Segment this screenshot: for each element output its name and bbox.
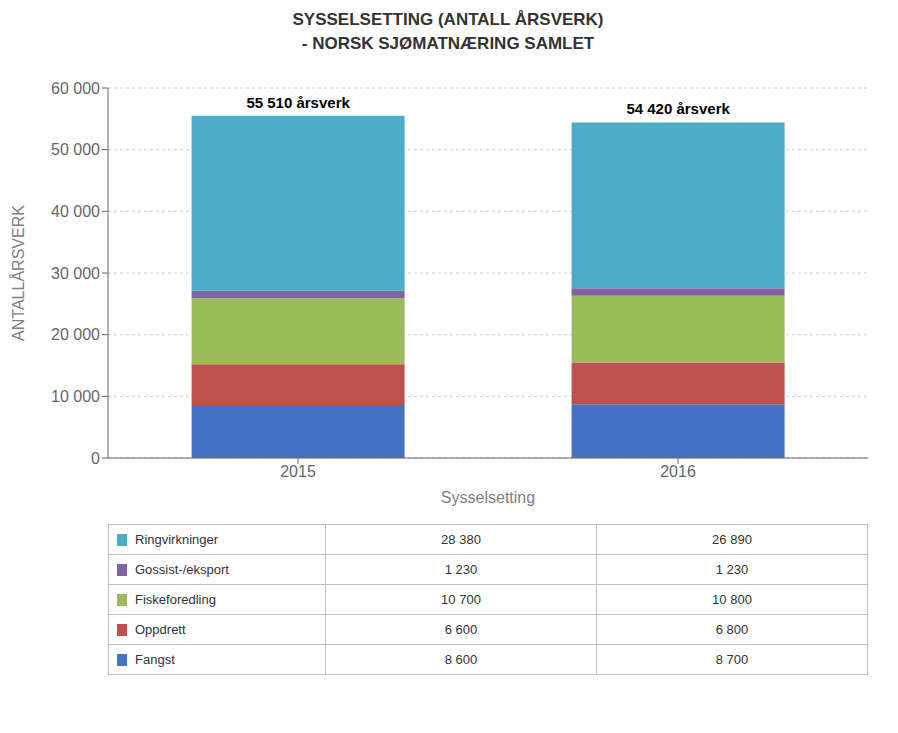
svg-text:10 000: 10 000	[51, 388, 100, 405]
html-text:8 600: 8 600	[444, 652, 478, 667]
svg-text:60 000: 60 000	[51, 80, 100, 97]
html-text:26 890: 26 890	[712, 532, 752, 547]
svg-text:54 420 årsverk: 54 420 årsverk	[626, 100, 730, 117]
html-text:10 800: 10 800	[712, 592, 752, 607]
html-text:Ringvirkninger: Ringvirkninger	[135, 532, 219, 548]
svg-text:40 000: 40 000	[51, 203, 100, 220]
html-text:1 230: 1 230	[444, 562, 478, 577]
svg-text:50 000: 50 000	[51, 141, 100, 158]
svg-text:2015: 2015	[280, 463, 316, 480]
svg-text:ANTALLÅRSVERK: ANTALLÅRSVERK	[9, 205, 27, 341]
html-text:6 600: 6 600	[444, 622, 478, 637]
svg-text:30 000: 30 000	[51, 265, 100, 282]
html-text:8 700: 8 700	[715, 652, 749, 667]
html-text:Oppdrett: Oppdrett	[135, 622, 186, 638]
html-text:10 700: 10 700	[441, 592, 481, 607]
html-text:28 380: 28 380	[441, 532, 481, 547]
svg-text:Sysselsetting: Sysselsetting	[441, 489, 535, 506]
html-text:Fiskeforedling: Fiskeforedling	[135, 592, 216, 608]
html-text:1 230: 1 230	[715, 562, 749, 577]
html-text:Gossist-/eksport: Gossist-/eksport	[135, 562, 229, 578]
svg-text:20 000: 20 000	[51, 326, 100, 343]
svg-text:2016: 2016	[660, 463, 696, 480]
html-text:SYSSELSETTING (ANTALL ÅRSVERK): SYSSELSETTING (ANTALL ÅRSVERK) - NORSK S…	[292, 10, 604, 53]
html-text:Fangst: Fangst	[135, 652, 175, 668]
svg-text:0: 0	[91, 450, 100, 467]
svg-text:55 510 årsverk: 55 510 årsverk	[246, 94, 350, 111]
html-text:6 800: 6 800	[715, 622, 749, 637]
